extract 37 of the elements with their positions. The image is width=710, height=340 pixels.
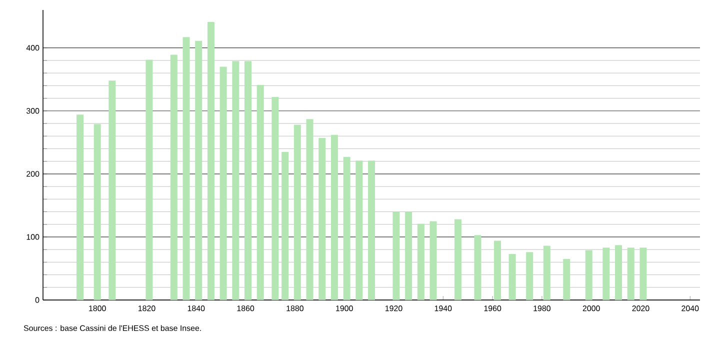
bar [585,250,592,300]
bar [256,85,264,300]
bar [294,124,301,300]
bar [146,60,153,300]
bar [615,245,622,300]
bar [220,66,227,300]
bar [318,138,326,300]
bar [474,235,482,300]
bar [330,134,338,300]
bar [108,80,116,300]
bar [640,248,647,300]
bar [508,254,516,300]
bar [526,252,534,300]
bar [454,219,462,300]
bar [405,212,412,300]
bar [356,160,363,300]
bar [563,259,570,300]
bar [430,221,437,300]
bar [343,156,350,300]
bar [368,160,376,300]
bar [195,40,202,300]
bar [232,61,240,300]
bar [244,61,252,300]
bar [602,248,610,300]
bar [494,240,501,300]
bar [182,37,190,300]
bar [282,152,289,300]
bar [94,124,101,300]
bar [543,246,550,300]
bar [272,96,279,300]
bar [306,119,314,300]
bar [417,224,424,300]
bar [627,248,634,300]
bar [392,212,400,300]
bar [170,54,178,300]
bar [76,114,84,300]
bar [207,22,214,300]
